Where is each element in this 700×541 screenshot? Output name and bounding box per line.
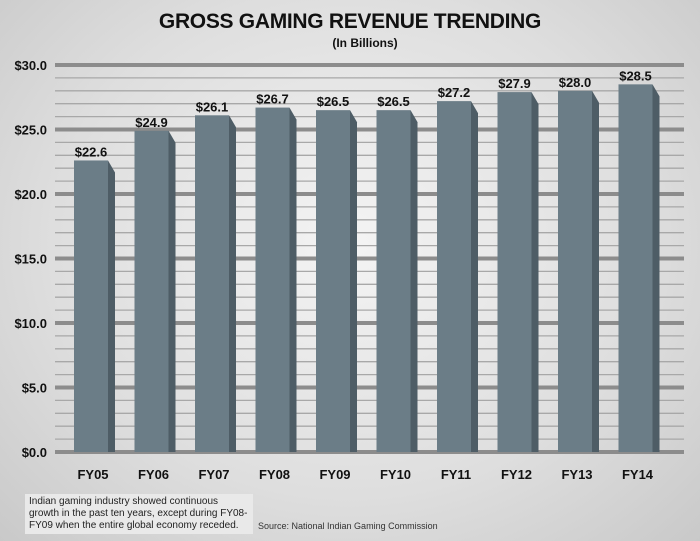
chart-subtitle: (In Billions) [332, 36, 398, 50]
y-tick-label: $10.0 [14, 316, 47, 331]
bar [376, 110, 411, 453]
bar [134, 130, 169, 453]
data-label: $26.5 [377, 94, 410, 109]
data-label: $28.0 [559, 75, 592, 90]
bar [437, 101, 471, 453]
y-tick-label: $20.0 [14, 187, 47, 202]
bar-side [652, 84, 660, 452]
x-tick-label: FY14 [622, 467, 654, 482]
bar-side [229, 115, 236, 452]
data-label: $26.5 [317, 94, 350, 109]
bar-side [592, 90, 599, 453]
bar [618, 84, 653, 452]
y-tick-label: $15.0 [14, 252, 47, 267]
bar-side [471, 101, 478, 453]
data-label: $27.9 [498, 76, 531, 91]
y-tick-label: $5.0 [22, 381, 47, 396]
chart-title: GROSS GAMING REVENUE TRENDING [158, 10, 542, 33]
source-text: Source: National Indian Gaming Commissio… [258, 521, 438, 531]
data-label: $28.5 [619, 68, 652, 83]
chart-note: Indian gaming industry showed continuous… [25, 494, 253, 534]
data-label: $26.1 [196, 99, 229, 114]
bar [316, 110, 350, 453]
bar [255, 107, 290, 452]
bar [558, 90, 592, 453]
x-tick-label: FY09 [319, 467, 350, 482]
x-tick-label: FY08 [259, 467, 290, 482]
bar-side [531, 92, 539, 452]
data-label: $24.9 [135, 115, 168, 130]
bar-side [168, 130, 176, 453]
x-tick-label: FY06 [138, 467, 169, 482]
x-tick-label: FY11 [441, 467, 471, 482]
bar [74, 160, 108, 452]
y-tick-label: $25.0 [14, 123, 47, 138]
bar-side [289, 107, 297, 452]
x-tick-label: FY13 [561, 467, 592, 482]
bar-side [350, 110, 357, 453]
x-tick-label: FY05 [77, 467, 108, 482]
bar-side [108, 160, 115, 452]
bar [497, 92, 532, 452]
x-tick-label: FY12 [501, 467, 532, 482]
x-tick-label: FY07 [198, 467, 229, 482]
data-label: $27.2 [438, 85, 471, 100]
data-label: $26.7 [256, 92, 289, 107]
x-tick-label: FY10 [380, 467, 411, 482]
y-tick-label: $30.0 [14, 58, 47, 73]
bar [195, 115, 229, 452]
data-label: $22.6 [75, 144, 108, 159]
bar-side [410, 110, 418, 453]
y-tick-label: $0.0 [22, 445, 47, 460]
